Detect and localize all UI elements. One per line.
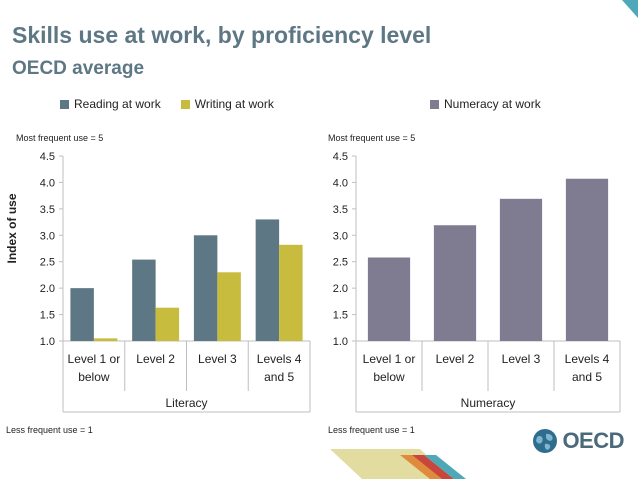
y-tick-label: 1.0 — [40, 336, 55, 348]
y-axis-title: Index of use — [5, 193, 19, 263]
bar — [93, 338, 118, 341]
legend-item-numeracy: Numeracy at work — [430, 97, 541, 111]
category-label: Level 2 — [436, 352, 475, 366]
oecd-logo-text: OECD — [562, 428, 624, 453]
category-label: Level 3 — [198, 352, 237, 366]
note-less-frequent-left: Less frequent use = 1 — [6, 425, 93, 435]
category-label: Levels 4 — [257, 352, 302, 366]
category-label: Levels 4 — [565, 352, 610, 366]
bar — [433, 225, 477, 341]
y-tick-label: 3.0 — [40, 230, 55, 242]
y-tick-label: 4.0 — [40, 177, 55, 189]
bar — [132, 259, 156, 341]
bar — [193, 235, 218, 341]
note-most-frequent-left: Most frequent use = 5 — [16, 133, 104, 143]
y-tick-label: 2.5 — [333, 257, 348, 269]
category-label: Level 3 — [502, 352, 541, 366]
category-label: and 5 — [572, 370, 602, 384]
y-tick-label: 3.5 — [40, 204, 55, 216]
y-tick-label: 2.0 — [40, 283, 55, 295]
corner-decoration — [622, 0, 638, 18]
chart-title: Skills use at work, by proficiency level — [12, 22, 432, 48]
category-label: below — [78, 370, 110, 384]
legend-swatch-reading — [60, 99, 69, 109]
y-tick-label: 4.5 — [40, 151, 55, 163]
y-tick-label: 2.5 — [40, 257, 55, 269]
legend-numeracy: Numeracy at work — [430, 97, 561, 111]
legend-swatch-numeracy — [430, 99, 439, 109]
oecd-logo: OECD — [532, 428, 624, 454]
bar — [499, 198, 543, 341]
category-label: and 5 — [264, 370, 294, 384]
note-most-frequent-right: Most frequent use = 5 — [328, 133, 416, 143]
y-tick-label: 4.5 — [333, 151, 348, 163]
y-tick-label: 3.0 — [333, 230, 348, 242]
bar — [367, 257, 411, 341]
chart-subtitle: OECD average — [12, 58, 145, 79]
y-tick-label: 1.0 — [333, 336, 348, 348]
y-tick-label: 4.0 — [333, 177, 348, 189]
x-axis-title: Numeracy — [461, 396, 516, 410]
globe-icon — [533, 429, 558, 453]
legend-swatch-writing — [180, 99, 190, 109]
bar — [565, 178, 609, 341]
y-tick-label: 1.5 — [333, 310, 348, 322]
y-tick-label: 1.5 — [40, 310, 55, 322]
legend-item-reading: Reading at work — [60, 97, 161, 111]
bottom-decoration — [330, 449, 466, 479]
bar — [70, 288, 94, 341]
legend-item-writing: Writing at work — [180, 97, 274, 111]
bar — [255, 219, 280, 341]
x-axis-title: Literacy — [165, 396, 207, 410]
y-tick-label: 3.5 — [333, 204, 348, 216]
legend-label-numeracy: Numeracy at work — [444, 97, 541, 111]
bar — [217, 272, 241, 341]
bar — [279, 244, 303, 341]
note-less-frequent-right: Less frequent use = 1 — [328, 425, 415, 435]
y-tick-label: 2.0 — [333, 283, 348, 295]
bar — [155, 307, 180, 341]
legend-literacy: Reading at work Writing at work — [60, 97, 294, 111]
category-label: below — [373, 370, 405, 384]
legend-label-writing: Writing at work — [194, 97, 274, 111]
legend-label-reading: Reading at work — [74, 97, 161, 111]
category-label: Level 2 — [136, 352, 175, 366]
category-label: Level 1 or — [363, 352, 416, 366]
category-label: Level 1 or — [68, 352, 121, 366]
